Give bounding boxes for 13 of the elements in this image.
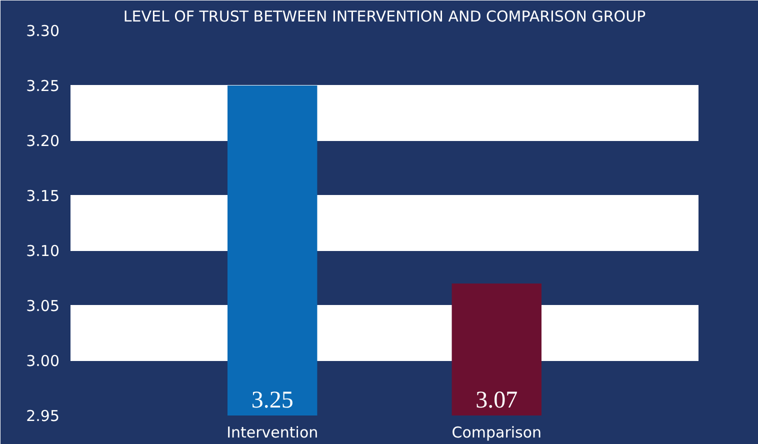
y-tick-label: 3.05 — [26, 297, 60, 315]
y-tick-label: 3.25 — [26, 77, 60, 95]
data-label: 3.25 — [251, 388, 294, 414]
x-tick-label: Comparison — [452, 424, 542, 442]
y-tick-label: 3.30 — [26, 22, 60, 40]
y-tick-label: 3.00 — [26, 352, 60, 370]
y-tick-label: 3.15 — [26, 187, 60, 205]
chart-title: LEVEL OF TRUST BETWEEN INTERVENTION AND COMPARISON GROUP — [123, 8, 646, 26]
x-tick-label: Intervention — [226, 424, 318, 442]
data-label: 3.07 — [476, 388, 518, 414]
y-tick-label: 3.10 — [26, 242, 60, 260]
y-tick-label: 3.20 — [26, 132, 60, 150]
y-tick-label: 2.95 — [26, 407, 60, 425]
